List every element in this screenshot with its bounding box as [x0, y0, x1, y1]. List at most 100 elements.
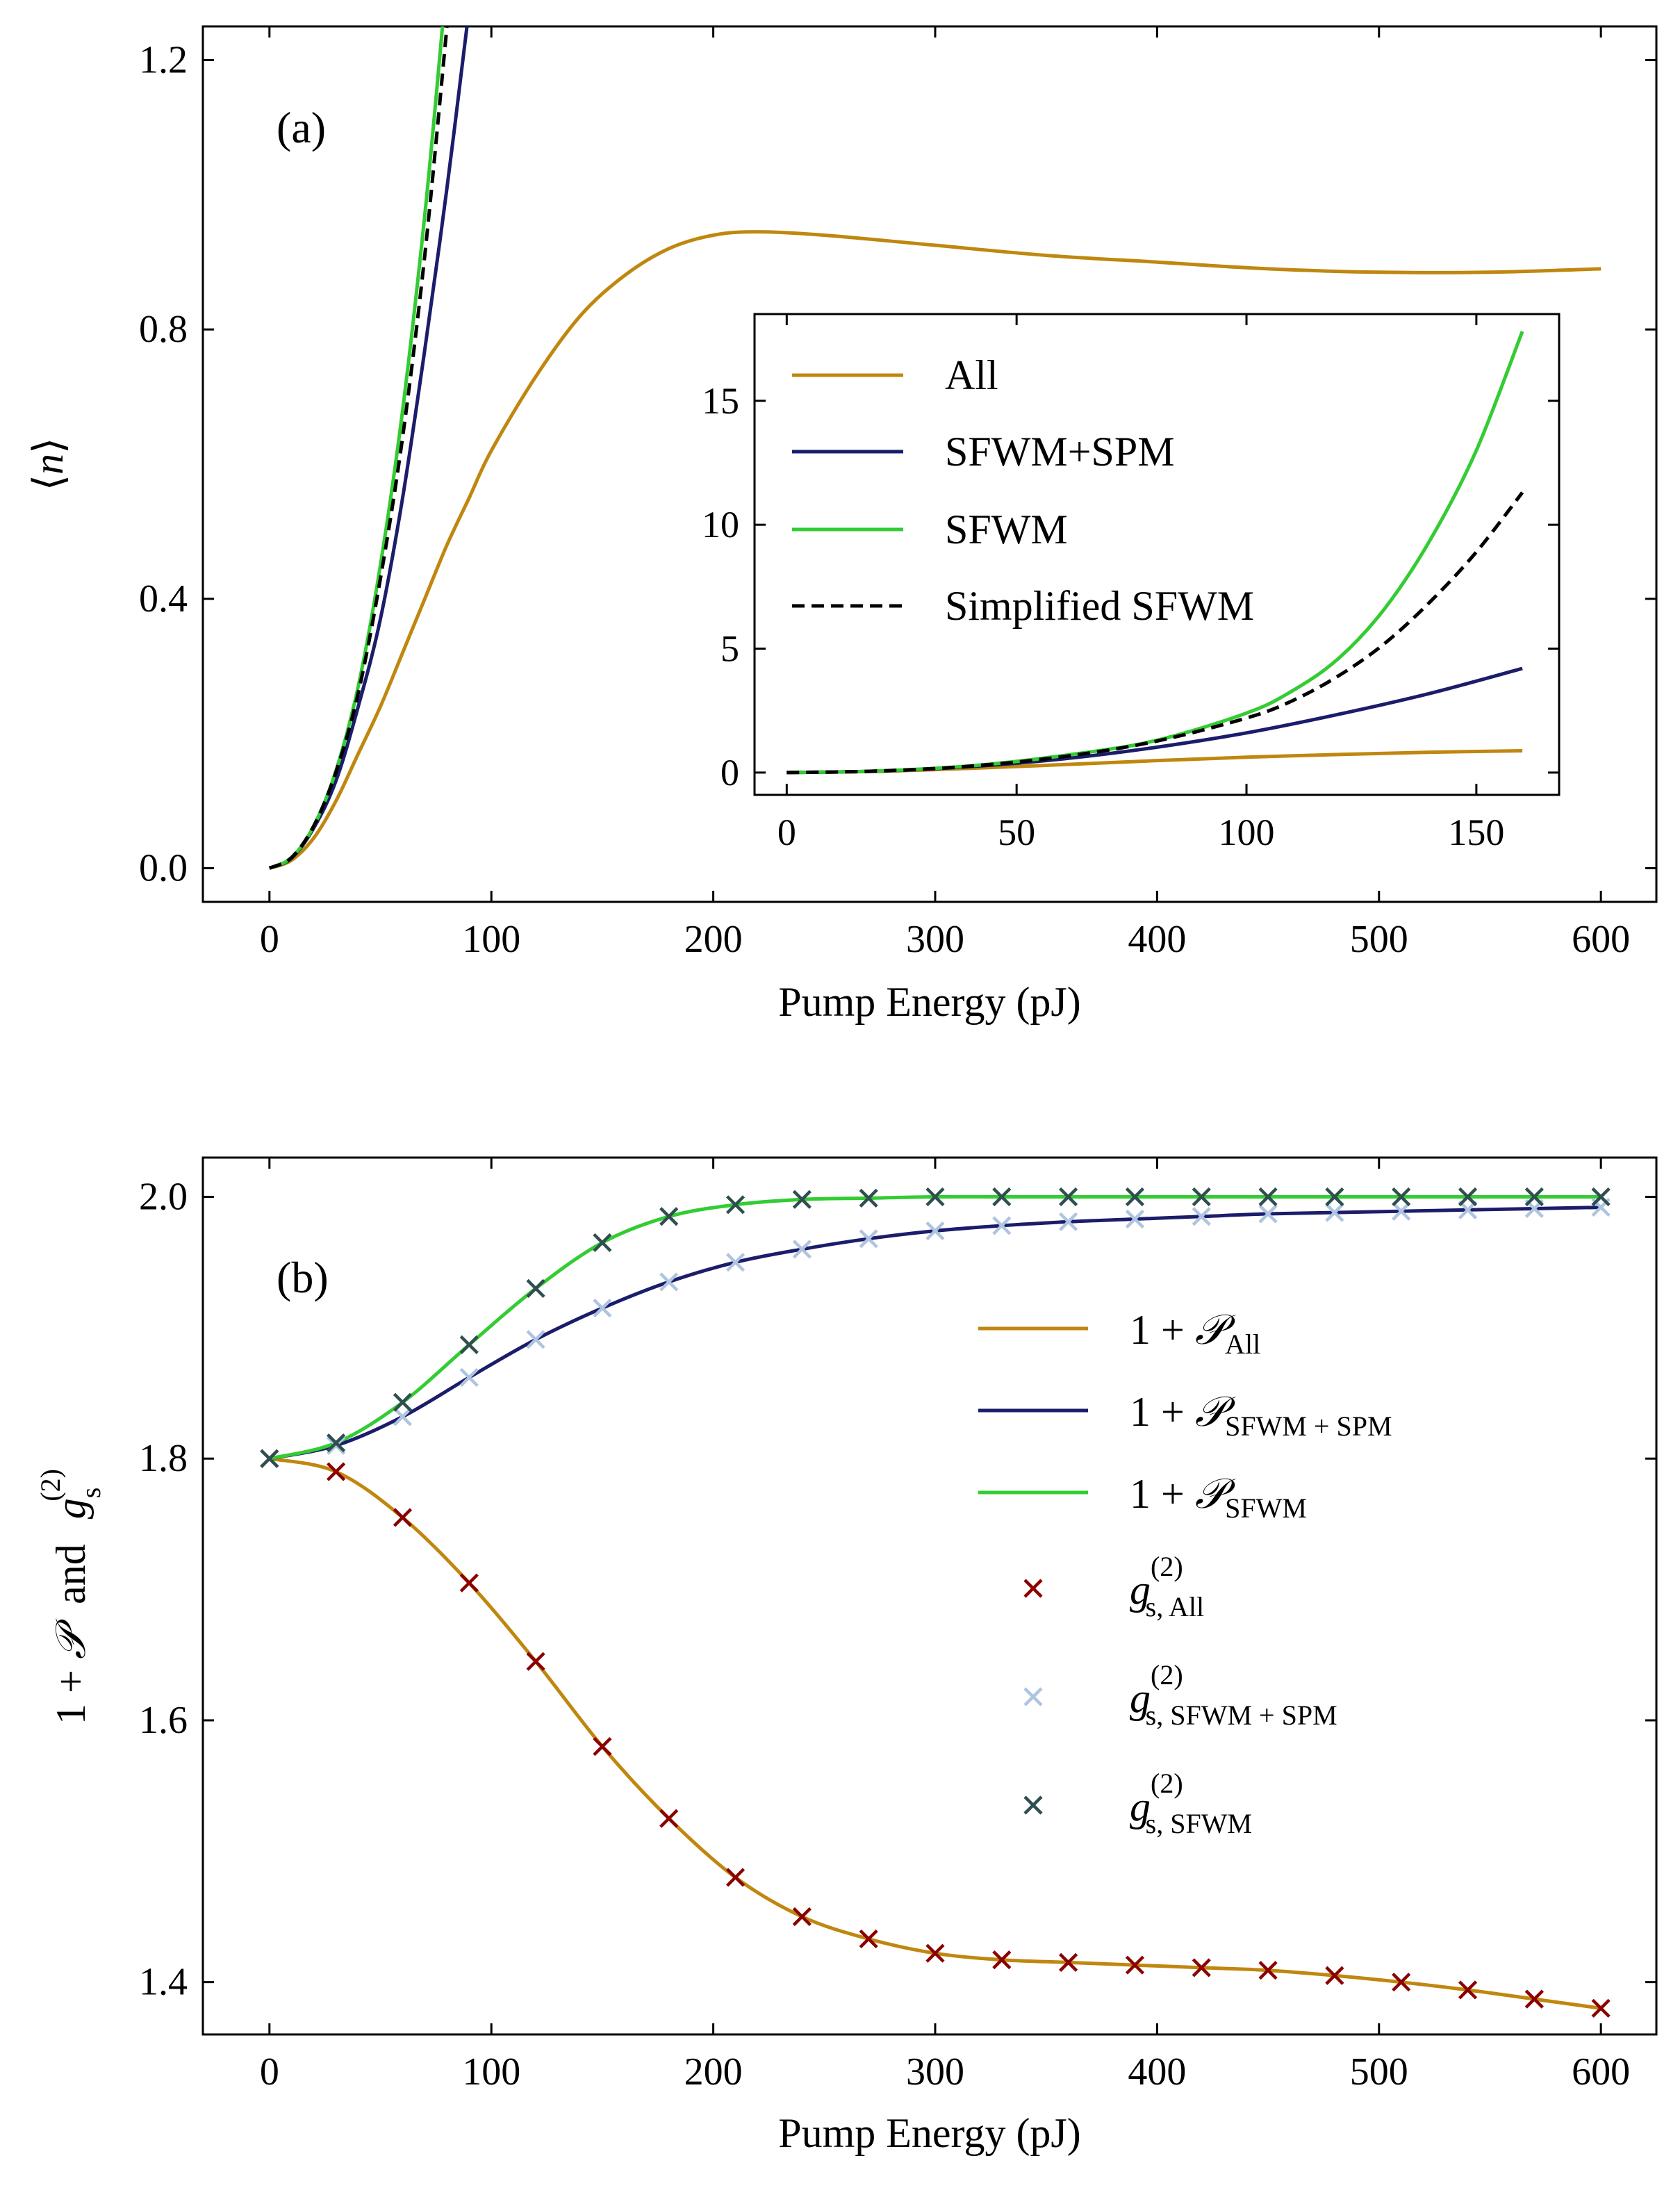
panel-b-marker-1-p-all: [1059, 1952, 1078, 1972]
panel-b-xtick-label: 500: [1350, 2050, 1408, 2094]
panel-a-tag: (a): [277, 103, 326, 152]
panel-b-line-1-p-sfwm: [269, 1194, 1601, 1461]
panel-b-marker-1-p-sfwm: [1192, 1187, 1211, 1207]
legend-b-marker-swatch-sfwm-spm: [1023, 1687, 1043, 1706]
panel-b-marker-1-p-all: [1192, 1958, 1211, 1977]
panel-b-marker-1-p-sfwm-spm: [526, 1330, 545, 1349]
panel-b-x-ticks: 0 100 200 300 400 500 600: [260, 1158, 1630, 2094]
panel-b-marker-1-p-all: [393, 1508, 413, 1527]
panel-b-series: [269, 1194, 1601, 2010]
ylabel-b-sub: s: [75, 1488, 106, 1499]
panel-b-marker-1-p-all: [526, 1652, 545, 1671]
panel-a-line-sfwm: [268, 26, 445, 870]
panel-b-legend: 1 + 𝒫All 1 + 𝒫SFWM + SPM 1 + 𝒫SFWM g(2) s…: [978, 1307, 1392, 1839]
panel-b-marker-1-p-all: [1392, 1973, 1411, 1992]
panel-a: 0.00.40.81.2 0 100 200 300 400 500 600 (a) Pum…: [26, 25, 1658, 1025]
ylabel-b-g: g: [48, 1498, 94, 1519]
panel-b-marker-1-p-sfwm: [792, 1190, 812, 1209]
panel-b-marker-1-p-sfwm: [925, 1187, 945, 1207]
panel-a-line-all: [268, 230, 1601, 870]
panel-b-marker-1-p-sfwm: [859, 1188, 878, 1208]
panel-b-marker-1-p-sfwm-spm: [792, 1240, 812, 1259]
panel-a-ytick-label: 1.2: [139, 38, 188, 81]
ylabel-b-part1: 1 +: [48, 1659, 94, 1725]
panel-b-marker-1-p-all: [792, 1907, 812, 1927]
panel-b-marker-1-p-all: [1591, 1998, 1611, 2018]
panel-b-xtick-label: 200: [684, 2050, 743, 2094]
panel-b-marker-1-p-sfwm: [1524, 1187, 1544, 1207]
panel-a-frame: [201, 25, 1658, 903]
panel-b-marker-1-p-sfwm: [327, 1433, 346, 1453]
inset-legend-simplified: Simplified SFWM: [945, 583, 1254, 629]
legend-b-marker-swatches: [1023, 1579, 1043, 1815]
panel-b-marker-1-p-sfwm-spm: [1325, 1203, 1344, 1222]
panel-b-ytick-label: 1.6: [139, 1699, 188, 1742]
panel-b-xtick-label: 0: [260, 2050, 279, 2094]
panel-a-series: [268, 26, 1601, 870]
panel-b-markers: [260, 1187, 1611, 2018]
legend-b-marker-sfwm-spm: g(2) s, SFWM + SPM: [1130, 1659, 1337, 1731]
inset-ytick-label: 5: [720, 628, 739, 670]
inset: 0 5 10 15 0 50 100 150 All SFWM+SPM SFWM Simpl…: [702, 313, 1560, 853]
ylabel-a-open: ⟨: [26, 475, 72, 491]
panel-b-marker-1-p-sfwm: [1258, 1187, 1278, 1207]
panel-a-xtick-label: 600: [1572, 918, 1630, 961]
panel-b-marker-1-p-sfwm: [1325, 1187, 1344, 1207]
inset-x-ticks: 0 50 100 150: [777, 314, 1504, 853]
panel-b-marker-1-p-sfwm: [725, 1195, 746, 1215]
inset-line-simplified-sfwm: [787, 491, 1524, 775]
inset-legend: All SFWM+SPM SFWM Simplified SFWM: [792, 352, 1254, 629]
ylabel-a-close: ⟩: [26, 438, 72, 454]
panel-a-ytick-label: 0.0: [139, 847, 188, 890]
panel-b-marker-1-p-all: [327, 1462, 346, 1481]
panel-a-xlabel: Pump Energy (pJ): [778, 979, 1081, 1025]
panel-b-marker-1-p-sfwm-spm: [1392, 1201, 1411, 1221]
inset-xtick-label: 150: [1448, 812, 1504, 853]
panel-a-xtick-label: 400: [1128, 918, 1186, 961]
panel-a-xtick-label: 300: [906, 918, 964, 961]
panel-b-marker-1-p-all: [725, 1868, 746, 1887]
panel-b-marker-1-p-sfwm: [393, 1392, 413, 1412]
inset-ytick-label: 10: [702, 504, 739, 545]
legend-b-line-all: 1 + 𝒫All: [1130, 1307, 1260, 1360]
ylabel-a-var: n: [26, 454, 72, 475]
panel-b: 1.4 1.6 1.8 2.0 0 100 200 300 400 500 600 (b) Pum…: [35, 1156, 1658, 2156]
panel-b-marker-1-p-sfwm-spm: [459, 1367, 479, 1388]
panel-b-ytick-label: 1.8: [139, 1437, 188, 1480]
inset-xtick-label: 50: [998, 812, 1035, 853]
panel-b-marker-1-p-all: [992, 1950, 1012, 1970]
panel-b-line-1-p-all: [269, 1456, 1601, 2010]
inset-legend-sfwm-spm: SFWM+SPM: [945, 429, 1175, 475]
legend-b-marker-swatch-all: [1023, 1579, 1043, 1598]
panel-b-marker-1-p-sfwm: [1392, 1187, 1411, 1207]
panel-b-marker-1-p-sfwm-spm: [659, 1272, 679, 1292]
panel-b-marker-1-p-sfwm-spm: [1125, 1209, 1145, 1229]
panel-b-xtick-label: 300: [906, 2050, 964, 2094]
panel-b-marker-1-p-all: [1325, 1966, 1344, 1985]
panel-b-marker-1-p-sfwm: [1458, 1187, 1478, 1207]
panel-b-frame: [201, 1156, 1658, 2036]
panel-b-marker-1-p-all: [593, 1737, 612, 1757]
panel-b-marker-1-p-sfwm-spm: [1192, 1207, 1211, 1226]
svg-text:⟨n⟩: ⟨n⟩: [26, 438, 72, 491]
panel-b-marker-1-p-all: [859, 1929, 878, 1949]
panel-b-marker-1-p-sfwm: [1591, 1187, 1611, 1207]
panel-b-marker-1-p-sfwm-spm: [327, 1436, 346, 1455]
panel-b-marker-1-p-sfwm-spm: [992, 1216, 1012, 1235]
panel-b-marker-1-p-sfwm-spm: [1258, 1204, 1278, 1224]
legend-b-line-sfwm-spm: 1 + 𝒫SFWM + SPM: [1130, 1389, 1392, 1442]
inset-xtick-label: 100: [1219, 812, 1275, 853]
inset-ytick-label: 0: [720, 752, 739, 793]
ylabel-b-sup: (2): [35, 1469, 66, 1502]
panel-a-xtick-label: 0: [260, 918, 279, 961]
panel-a-xtick-label: 100: [462, 918, 520, 961]
ylabel-b-and: and: [48, 1544, 94, 1604]
legend-b-marker-sfwm: g(2) s, SFWM: [1130, 1768, 1252, 1839]
panel-b-line-1-p-sfwm-spm: [269, 1206, 1601, 1461]
panel-b-marker-1-p-sfwm-spm: [593, 1299, 612, 1318]
panel-a-line-sfwm-spm: [268, 26, 469, 870]
inset-legend-all: All: [945, 352, 998, 398]
panel-b-ytick-label: 2.0: [139, 1176, 188, 1219]
panel-a-y-ticks: 0.0 0.4 0.8 1.2: [139, 38, 1656, 890]
inset-ytick-label: 15: [702, 380, 739, 422]
